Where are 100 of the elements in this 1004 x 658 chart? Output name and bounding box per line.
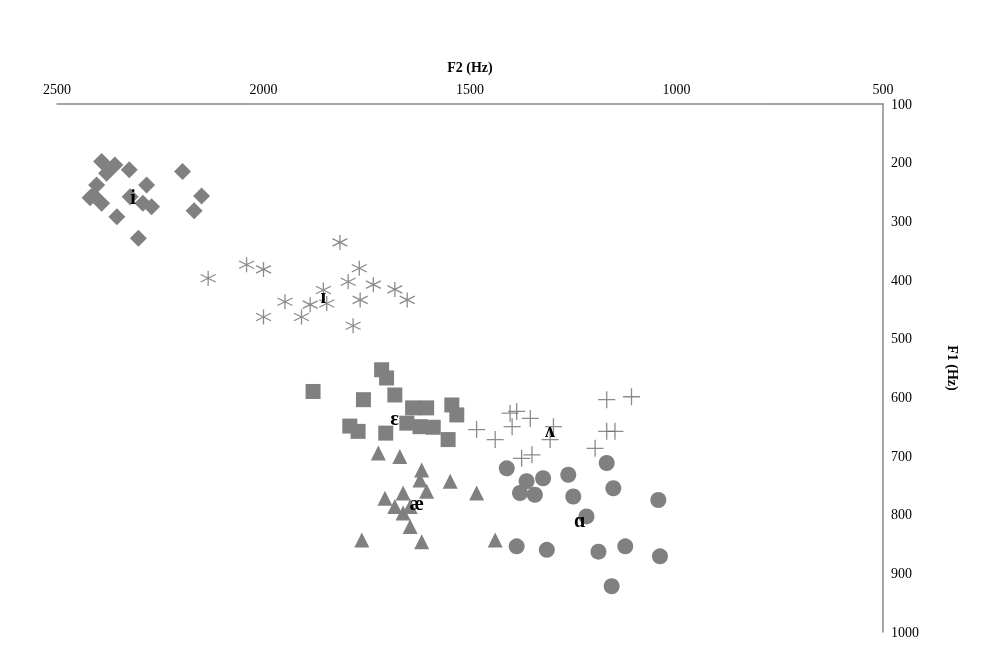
point bbox=[379, 370, 395, 386]
point bbox=[302, 296, 319, 313]
point bbox=[597, 390, 616, 409]
annotation: ɑ bbox=[574, 508, 587, 531]
point bbox=[605, 422, 625, 441]
point bbox=[255, 308, 272, 326]
point bbox=[395, 505, 411, 521]
point bbox=[425, 419, 441, 435]
point bbox=[605, 480, 622, 497]
point bbox=[185, 202, 203, 220]
point bbox=[502, 417, 522, 436]
point bbox=[355, 392, 371, 408]
point bbox=[174, 162, 192, 180]
y-tick-label: 300 bbox=[891, 213, 912, 229]
point bbox=[498, 460, 515, 477]
point bbox=[603, 578, 620, 595]
annotation: i bbox=[130, 185, 137, 208]
point bbox=[331, 234, 349, 251]
point bbox=[340, 273, 357, 290]
point bbox=[622, 387, 641, 406]
point bbox=[392, 449, 408, 465]
point bbox=[512, 449, 531, 468]
y-tick-label: 100 bbox=[891, 96, 912, 112]
point bbox=[440, 432, 456, 448]
y-tick-label: 600 bbox=[891, 389, 912, 405]
x-tick-label: 500 bbox=[872, 81, 894, 97]
point bbox=[507, 402, 526, 421]
point bbox=[106, 156, 124, 174]
y-tick-label: 200 bbox=[891, 155, 912, 171]
point bbox=[377, 490, 393, 506]
point bbox=[598, 455, 615, 472]
point bbox=[590, 543, 607, 560]
point bbox=[526, 486, 543, 503]
x-tick-label: 1000 bbox=[662, 81, 691, 97]
point bbox=[402, 518, 418, 534]
x-tick-label: 1500 bbox=[456, 81, 484, 97]
point bbox=[487, 532, 503, 548]
point bbox=[405, 400, 421, 416]
point bbox=[354, 532, 370, 548]
point bbox=[511, 484, 528, 501]
annotation: ɛ bbox=[390, 407, 400, 430]
y-tick-label: 900 bbox=[891, 565, 912, 581]
point bbox=[193, 187, 211, 205]
x-tick-label: 2500 bbox=[43, 81, 71, 97]
point bbox=[129, 229, 147, 247]
point bbox=[500, 404, 520, 423]
point bbox=[469, 485, 485, 501]
point bbox=[449, 407, 465, 423]
point bbox=[521, 409, 540, 428]
point bbox=[378, 425, 394, 441]
point bbox=[652, 548, 668, 565]
point bbox=[351, 260, 368, 277]
point bbox=[467, 420, 486, 439]
point bbox=[585, 439, 605, 458]
point bbox=[617, 538, 634, 555]
point bbox=[650, 492, 667, 508]
point bbox=[370, 445, 386, 461]
point bbox=[98, 164, 116, 182]
point bbox=[344, 317, 362, 334]
y-tick-label: 400 bbox=[891, 272, 912, 288]
point bbox=[442, 473, 458, 489]
y-tick-label: 1000 bbox=[891, 624, 919, 640]
point bbox=[351, 291, 369, 309]
point bbox=[238, 256, 255, 273]
point bbox=[255, 261, 272, 278]
point bbox=[399, 415, 415, 431]
point bbox=[486, 430, 505, 449]
point bbox=[395, 485, 411, 501]
point bbox=[138, 176, 156, 194]
point bbox=[200, 270, 217, 287]
point bbox=[538, 541, 555, 558]
point bbox=[419, 400, 435, 416]
point bbox=[108, 208, 126, 226]
point bbox=[293, 308, 310, 326]
y-tick-label: 800 bbox=[891, 507, 912, 523]
y-tick-label: 500 bbox=[891, 331, 912, 347]
annotation: æ bbox=[409, 491, 424, 514]
point bbox=[560, 466, 577, 483]
y-tick-label: 700 bbox=[891, 448, 912, 464]
point bbox=[276, 293, 294, 310]
point bbox=[93, 152, 111, 170]
point bbox=[387, 387, 403, 403]
point bbox=[387, 498, 403, 514]
point bbox=[508, 538, 525, 555]
point bbox=[522, 445, 542, 464]
x-axis-title: F2 (Hz) bbox=[447, 59, 494, 76]
point bbox=[399, 291, 416, 309]
annotation: ʌ bbox=[545, 418, 556, 441]
point bbox=[93, 194, 111, 212]
point bbox=[565, 488, 582, 505]
annotation: ɪ bbox=[320, 285, 327, 308]
point bbox=[305, 383, 321, 399]
point bbox=[414, 534, 430, 550]
point bbox=[419, 483, 435, 499]
point bbox=[120, 161, 138, 179]
point bbox=[350, 423, 366, 439]
x-tick-label: 2000 bbox=[249, 81, 278, 97]
point bbox=[386, 281, 403, 298]
point bbox=[365, 276, 382, 293]
point bbox=[518, 473, 535, 490]
